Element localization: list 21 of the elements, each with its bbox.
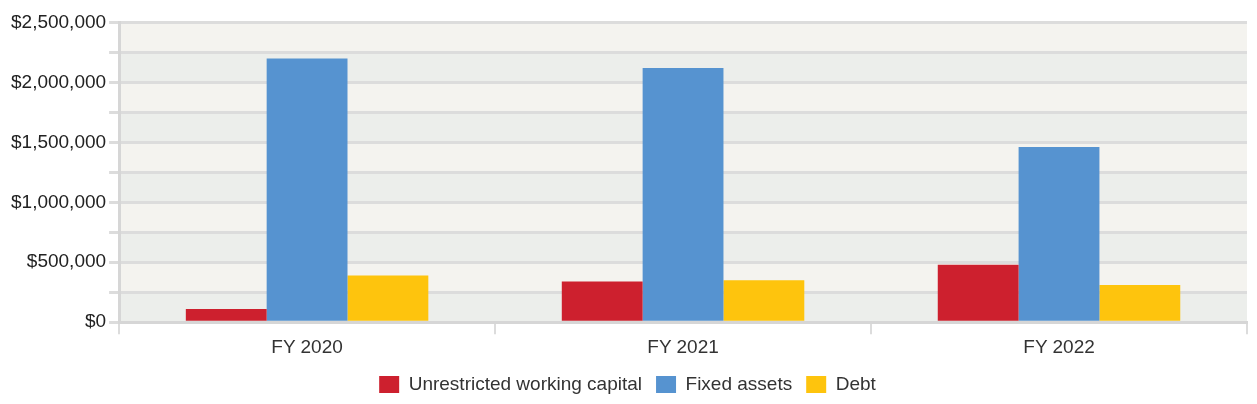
legend-label: Debt <box>835 372 877 394</box>
y-tick-label: $2,000,000 <box>11 70 107 92</box>
bar <box>723 280 805 321</box>
x-tick-label: FY 2020 <box>271 335 343 357</box>
bar <box>561 281 643 321</box>
bar <box>185 309 267 321</box>
bar <box>937 264 1019 321</box>
bar <box>1018 147 1100 321</box>
legend-label: Unrestricted working capital <box>408 372 643 394</box>
y-tick-label: $500,000 <box>26 250 107 272</box>
bar <box>266 58 348 321</box>
bar <box>1099 285 1181 321</box>
y-tick-label: $1,000,000 <box>11 190 107 212</box>
y-tick-label: $0 <box>84 310 107 332</box>
legend-label: Fixed assets <box>685 372 793 394</box>
x-tick-label: FY 2022 <box>1023 335 1095 357</box>
x-tick-label: FY 2021 <box>647 335 719 357</box>
y-tick-label: $2,500,000 <box>11 10 107 32</box>
bar <box>347 275 429 321</box>
y-tick-label: $1,500,000 <box>11 130 107 152</box>
bar <box>642 67 724 321</box>
